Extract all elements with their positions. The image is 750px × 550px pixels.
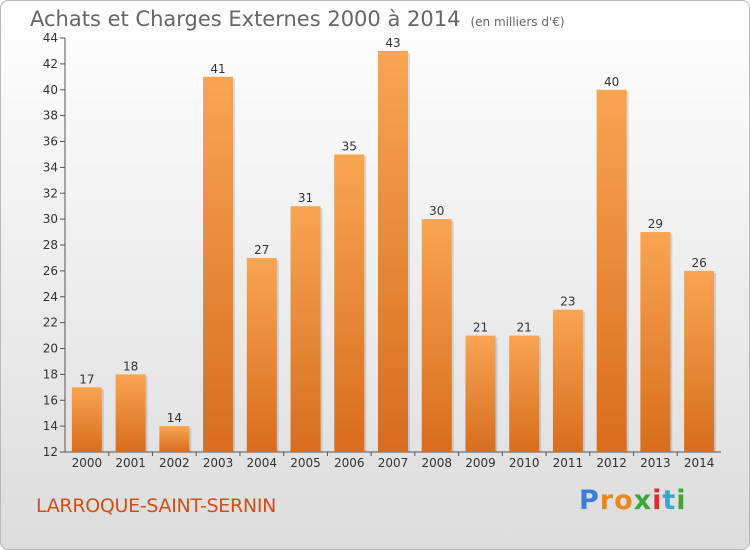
x-axis-ticks: 2000 2001 2002 2003 2004 2005 2006 2007 2008 2009… <box>72 452 715 470</box>
bar-value-label: 17 <box>79 372 94 386</box>
y-tick-label: 24 <box>43 290 58 304</box>
title-subtitle: (en milliers d'€) <box>470 15 565 29</box>
x-tick-label: 2009 <box>465 456 496 470</box>
bar <box>552 309 583 452</box>
bar <box>421 219 452 452</box>
x-tick-label: 2002 <box>159 456 190 470</box>
brand-letter: i <box>676 485 687 516</box>
bar <box>640 232 671 452</box>
brand-letter: i <box>652 485 663 516</box>
y-tick-label: 36 <box>43 135 58 149</box>
brand-letter: o <box>614 485 634 516</box>
x-tick-label: 2005 <box>290 456 321 470</box>
y-tick-label: 38 <box>43 109 58 123</box>
y-tick-label: 30 <box>43 212 58 226</box>
bar <box>290 206 321 452</box>
bar <box>159 426 190 452</box>
x-tick-label: 2012 <box>596 456 627 470</box>
bar-value-label: 26 <box>691 256 706 270</box>
y-tick-label: 26 <box>43 264 58 278</box>
y-tick-label: 22 <box>43 316 58 330</box>
bar <box>684 270 715 452</box>
bar-value-label: 35 <box>342 139 357 153</box>
bar-value-label: 21 <box>517 321 532 335</box>
y-tick-label: 42 <box>43 57 58 71</box>
y-tick-label: 16 <box>43 393 58 407</box>
y-axis-ticks: 12 14 16 18 20 22 24 26 28 30 32 34 36 38 40 42 44 <box>43 31 65 459</box>
x-tick-label: 2007 <box>378 456 409 470</box>
x-tick-label: 2001 <box>115 456 146 470</box>
brand-letter: x <box>633 485 653 516</box>
bar-value-label: 29 <box>648 217 663 231</box>
bar-value-label: 43 <box>385 36 400 50</box>
y-tick-label: 44 <box>43 31 58 45</box>
y-tick-label: 18 <box>43 367 58 381</box>
x-tick-label: 2010 <box>509 456 540 470</box>
bar-value-label: 40 <box>604 75 619 89</box>
y-tick-label: 40 <box>43 83 58 97</box>
y-tick-label: 20 <box>43 342 58 356</box>
bar-value-label: 23 <box>560 295 575 309</box>
bar <box>71 387 102 452</box>
bar <box>378 50 408 452</box>
bar <box>465 335 496 452</box>
bar <box>246 257 277 452</box>
x-tick-label: 2011 <box>553 456 584 470</box>
bar <box>509 335 540 452</box>
x-tick-label: 2006 <box>334 456 365 470</box>
y-tick-label: 28 <box>43 238 58 252</box>
bar-value-label: 30 <box>429 204 444 218</box>
brand-logo: Proxiti <box>579 485 687 516</box>
title-main: Achats et Charges Externes 2000 à 2014 <box>30 7 461 31</box>
y-tick-label: 12 <box>43 445 58 459</box>
brand-letter: t <box>662 485 677 516</box>
x-tick-label: 2014 <box>684 456 715 470</box>
x-tick-label: 2003 <box>203 456 234 470</box>
y-tick-label: 32 <box>43 186 58 200</box>
bars-group: 17 18 14 41 27 31 35 43 30 21 21 23 40 29 26 <box>71 36 717 452</box>
bar-value-label: 18 <box>123 359 138 373</box>
x-tick-label: 2008 <box>421 456 452 470</box>
bar <box>115 374 146 452</box>
x-tick-label: 2004 <box>247 456 278 470</box>
brand-letter: r <box>599 485 615 516</box>
bar <box>334 154 365 452</box>
bar <box>596 89 627 452</box>
x-tick-label: 2013 <box>640 456 671 470</box>
y-tick-label: 34 <box>43 160 58 174</box>
bar-value-label: 14 <box>167 411 182 425</box>
chart-title: Achats et Charges Externes 2000 à 2014 (e… <box>30 7 565 31</box>
x-tick-label: 2000 <box>72 456 103 470</box>
bar-value-label: 21 <box>473 321 488 335</box>
bar <box>203 76 234 452</box>
commune-name: LARROQUE-SAINT-SERNIN <box>36 495 277 517</box>
bar-value-label: 31 <box>298 191 313 205</box>
y-tick-label: 14 <box>43 419 58 433</box>
bar-value-label: 27 <box>254 243 269 257</box>
bar-value-label: 41 <box>210 62 225 76</box>
brand-letter: P <box>579 485 600 516</box>
